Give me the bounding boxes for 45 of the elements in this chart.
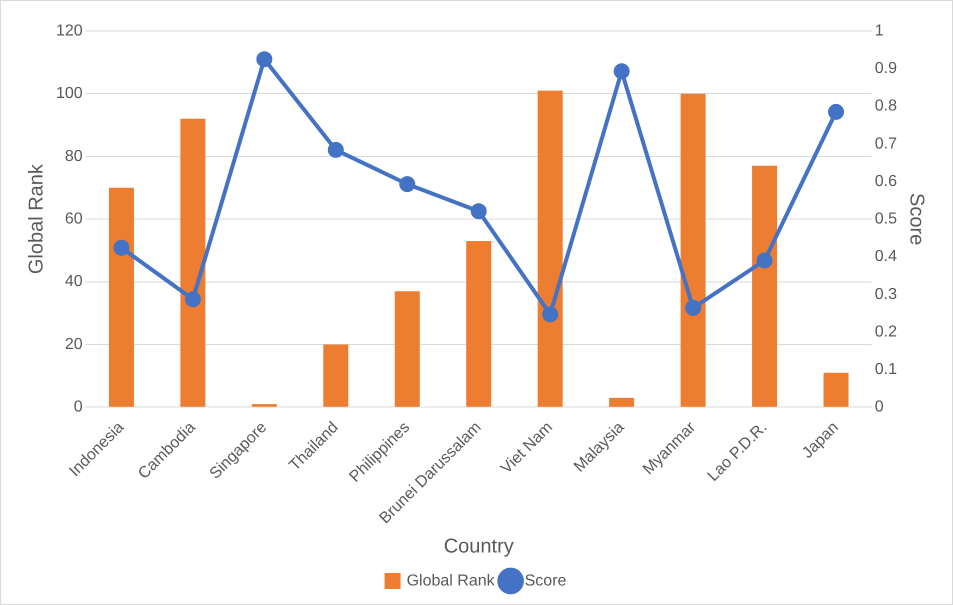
point	[756, 252, 773, 268]
y2-tick-label: 0.4	[874, 248, 898, 266]
y-tick-label: 20	[64, 336, 83, 353]
point	[113, 240, 130, 256]
point	[470, 203, 487, 220]
y2-tick-label: 0.2	[874, 323, 898, 340]
y2-tick-label: 0.5	[874, 210, 898, 228]
point	[328, 142, 344, 158]
point	[614, 63, 630, 80]
point	[399, 176, 416, 192]
point	[685, 300, 702, 316]
y2-tick-label: 0.8	[874, 98, 898, 115]
bar	[323, 344, 348, 407]
legend-label: Score	[524, 572, 567, 590]
bar	[466, 241, 492, 407]
y2-axis-title: Score	[905, 192, 928, 246]
y2-tick-label: 0.7	[874, 135, 898, 152]
point	[828, 104, 844, 120]
y2-tick-label: 0.3	[874, 286, 898, 303]
y-tick-label: 120	[56, 22, 83, 40]
y-tick-label: 60	[64, 210, 83, 228]
bar	[108, 188, 134, 407]
point	[542, 306, 558, 322]
bar	[609, 398, 634, 407]
point	[256, 51, 272, 68]
y2-tick-label: 0.9	[874, 60, 898, 78]
y-axis-title: Global Rank	[26, 163, 48, 274]
bar	[752, 166, 778, 407]
y-tick-label: 100	[56, 85, 83, 102]
y-tick-label: 40	[64, 273, 83, 290]
y-tick-label: 80	[64, 148, 83, 165]
bar	[394, 291, 420, 407]
point	[184, 291, 201, 308]
bar	[180, 118, 206, 407]
x-axis-title: Country	[444, 536, 514, 558]
y2-tick-label: 0.1	[874, 361, 898, 378]
y2-tick-label: 0	[874, 398, 884, 416]
y2-tick-label: 1	[874, 22, 884, 40]
legend-label: Global Rank	[406, 572, 496, 590]
bar	[824, 372, 849, 407]
bar	[252, 404, 277, 407]
y-tick-label: 0	[74, 398, 83, 416]
bar	[680, 94, 706, 407]
bar	[538, 90, 563, 407]
y2-tick-label: 0.6	[874, 172, 898, 190]
